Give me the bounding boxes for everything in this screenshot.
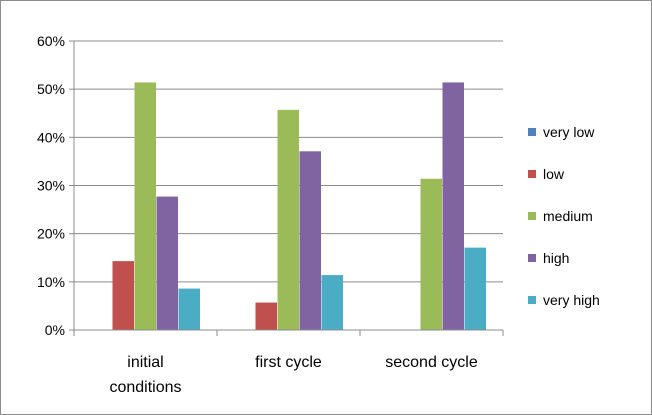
bar-very-high-0 bbox=[178, 288, 200, 330]
y-tick-label: 0% bbox=[45, 322, 65, 338]
x-category-label: conditions bbox=[109, 379, 181, 396]
bar-high-0 bbox=[156, 196, 178, 330]
bar-very-high-1 bbox=[321, 275, 343, 330]
legend-label: very high bbox=[543, 292, 600, 308]
x-axis-category-labels: initial conditions first cycle second cycle bbox=[109, 354, 477, 396]
bar-medium-1 bbox=[277, 109, 299, 331]
y-tick-label: 50% bbox=[37, 81, 65, 97]
y-tick-label: 40% bbox=[37, 129, 65, 145]
bar-low-0 bbox=[112, 261, 134, 330]
x-category-label: second cycle bbox=[385, 354, 478, 371]
legend-label: low bbox=[543, 166, 565, 182]
bars bbox=[112, 82, 486, 331]
bar-medium-0 bbox=[134, 82, 156, 330]
bar-low-1 bbox=[255, 302, 277, 330]
bar-high-1 bbox=[299, 151, 321, 330]
x-category-label: first cycle bbox=[255, 354, 322, 371]
y-tick-label: 20% bbox=[37, 226, 65, 242]
legend-swatch bbox=[528, 296, 536, 304]
legend-label: medium bbox=[543, 208, 593, 224]
legend-label: very low bbox=[543, 124, 595, 140]
bar-high-2 bbox=[442, 82, 464, 330]
y-tick-label: 30% bbox=[37, 178, 65, 194]
y-axis-tick-labels: 0% 10% 20% 30% 40% 50% 60% bbox=[37, 33, 65, 338]
legend: very low low medium high very high bbox=[528, 124, 600, 308]
legend-swatch bbox=[528, 212, 536, 220]
legend-swatch bbox=[528, 254, 536, 262]
y-tick-label: 10% bbox=[37, 274, 65, 290]
legend-swatch bbox=[528, 128, 536, 136]
axes bbox=[69, 40, 504, 336]
bar-medium-2 bbox=[420, 178, 442, 330]
legend-label: high bbox=[543, 250, 569, 266]
bar-very-high-2 bbox=[464, 247, 486, 330]
x-category-label: initial bbox=[127, 354, 163, 371]
legend-swatch bbox=[528, 170, 536, 178]
y-tick-label: 60% bbox=[37, 33, 65, 49]
